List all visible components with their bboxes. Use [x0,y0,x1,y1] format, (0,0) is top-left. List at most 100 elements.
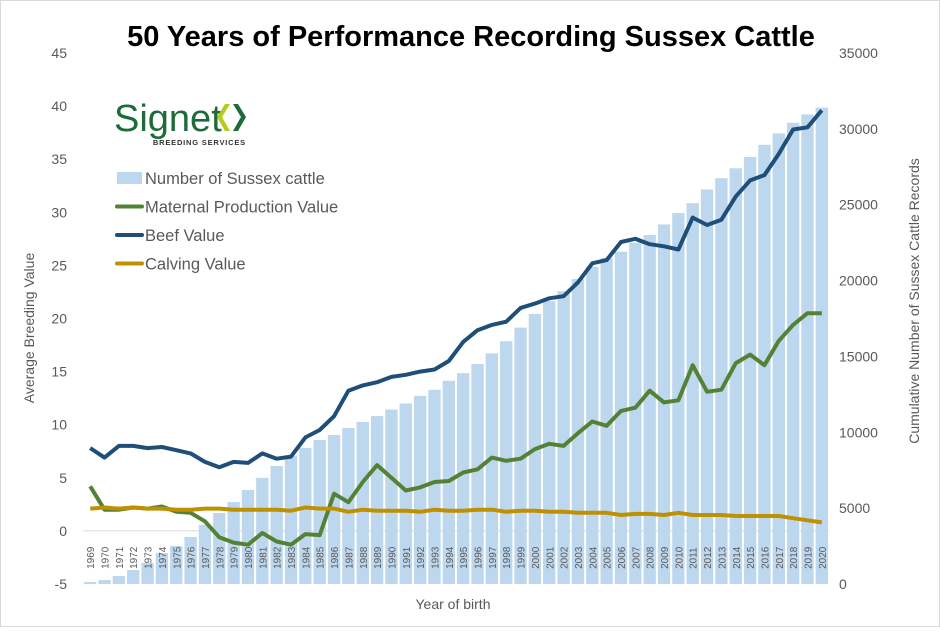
bar [313,440,326,584]
bar [112,575,126,584]
bar [729,168,742,584]
bar [270,465,283,584]
x-tick-label: 1981 [258,546,269,569]
y-tick-label: 20 [51,311,67,327]
x-tick-label: 2017 [775,546,786,569]
x-tick-label: 1979 [230,546,241,569]
bar [342,428,355,584]
logo-name: Signet [114,98,222,140]
x-tick-label: 2011 [689,547,700,569]
series-line-1 [88,311,822,547]
x-tick-label: 2019 [803,546,814,569]
bar [801,114,814,585]
bar [614,251,628,584]
x-tick-label: 1990 [387,546,398,569]
x-tick-label: 1998 [502,546,513,569]
legend-label: Number of Sussex cattle [145,170,325,188]
x-tick-label: 1996 [474,546,485,569]
bar [643,235,656,585]
y-tick-label: 30 [51,204,67,220]
legend: Number of Sussex cattle Maternal Producti… [115,170,338,274]
x-tick-label: 2004 [588,546,599,569]
bar [413,395,427,584]
y-tick-label: -5 [55,576,68,592]
x-tick-label: 2001 [545,546,556,569]
x-tick-label: 1973 [144,546,155,569]
logo-chevron-right-icon [233,104,246,131]
x-tick-label: 1982 [273,546,284,569]
x-tick-label: 1983 [287,546,298,569]
y2-tick-label: 35000 [839,45,878,61]
bar [686,203,699,584]
x-tick-label: 1969 [86,546,97,569]
series-line-2 [89,109,824,470]
bar [815,107,828,585]
bar [155,553,169,584]
x-tick-label: 1995 [459,546,470,569]
bar [600,257,613,584]
legend-swatch [117,172,142,184]
y-tick-label: 5 [59,470,67,486]
y2-tick-label: 15000 [839,348,878,364]
y-tick-label: 45 [51,45,67,61]
bar [786,122,800,584]
legend-label: Maternal Production Value [145,199,338,217]
y2-axis-title: Cumulative Number of Sussex Cattle Recor… [906,158,922,444]
x-tick-label: 1980 [244,546,255,569]
x-tick-label: 1997 [488,546,499,569]
x-tick-label: 1992 [416,546,427,569]
y2-tick-label: 30000 [839,121,878,137]
x-tick-label: 1985 [316,546,327,569]
y-tick-label: 15 [51,364,67,380]
x-tick-label: 1994 [445,546,456,569]
bar [700,189,714,585]
y-axis-title: Average Breeding Value [21,253,37,404]
y-tick-label: 10 [51,417,67,433]
logo-chevron-left-icon [217,104,230,131]
x-tick-label: 2018 [789,546,800,569]
bar [772,133,785,584]
bar [198,524,212,584]
signet-logo: Signet BREEDING SERVICES [114,98,246,147]
series-line-3 [90,505,823,525]
bar [399,403,412,584]
x-tick-label: 2014 [732,546,743,569]
bar [370,416,384,584]
x-tick-label: 1999 [517,546,528,569]
x-tick-label: 1970 [101,546,112,569]
bar [170,546,183,584]
bar [241,489,255,584]
x-tick-label: 1989 [373,546,384,569]
y2-tick-label: 25000 [839,197,878,213]
x-tick-label: 1972 [129,546,140,569]
x-tick-label: 2008 [646,546,657,569]
x-tick-label: 1988 [359,546,370,569]
bar [514,327,527,584]
x-tick-label: 1978 [215,546,226,569]
x-tick-label: 1971 [115,546,126,569]
bar [629,242,642,584]
x-tick-label: 1974 [158,546,169,569]
x-tick-label: 1975 [172,546,183,569]
chart-title: 50 Years of Performance Recording Sussex… [127,21,815,53]
x-tick-label: 1993 [430,546,441,569]
y-tick-label: 40 [51,98,67,114]
x-tick-label: 2006 [617,546,628,569]
y-tick-label: 0 [59,523,67,539]
x-tick-label: 1986 [330,546,341,569]
x-tick-label: 1991 [402,546,413,569]
y2-tick-label: 10000 [839,424,878,440]
bar [428,389,441,584]
bar [256,477,269,584]
x-tick-label: 2000 [531,546,542,569]
bar [184,536,197,584]
x-tick-label: 2009 [660,546,671,569]
logo-subtitle: BREEDING SERVICES [153,138,246,147]
y2-tick-label: 0 [839,576,847,592]
x-tick-label: 2012 [703,546,714,569]
bar [299,448,312,584]
x-tick-label: 2016 [760,546,771,569]
x-tick-label: 2010 [674,546,685,569]
